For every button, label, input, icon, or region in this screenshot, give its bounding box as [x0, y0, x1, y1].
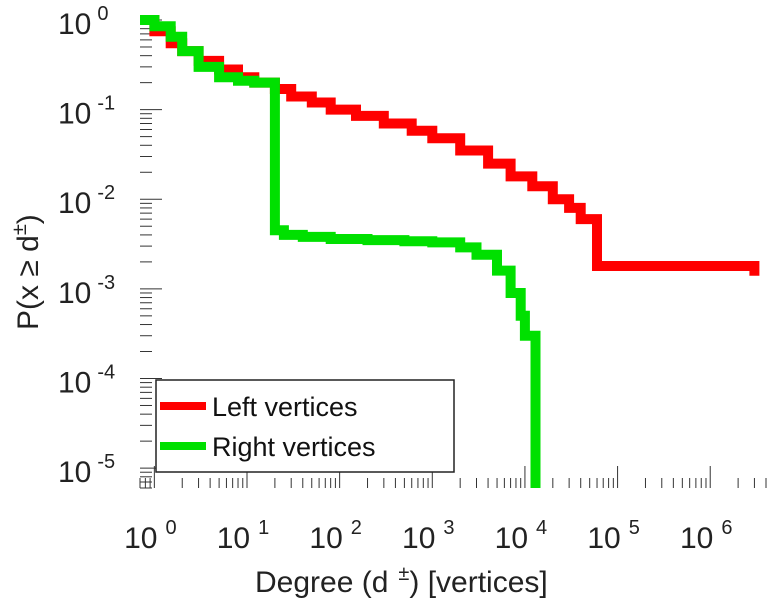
y-axis-title-main: P(x ≥ d: [12, 235, 45, 330]
y-tick-label-exp: -1: [97, 93, 115, 115]
y-tick-label-base: 10: [58, 456, 91, 489]
y-tick-label-exp: -4: [97, 361, 115, 383]
x-axis-title-tail: ) [vertices]: [409, 566, 547, 599]
y-axis-title-sup: ±: [9, 224, 31, 235]
x-tick-label-exp: 2: [351, 517, 362, 539]
x-tick-label: 10 0: [124, 517, 177, 555]
y-tick-label: 10 -2: [58, 182, 115, 220]
y-tick-label-base: 10: [58, 277, 91, 310]
y-tick-label-base: 10: [58, 8, 91, 41]
x-tick-label-exp: 6: [721, 517, 732, 539]
y-tick-label-base: 10: [58, 187, 91, 220]
x-tick-label-exp: 0: [165, 517, 176, 539]
y-axis-title: P(x ≥ d±): [9, 214, 45, 330]
x-tick-label-exp: 3: [443, 517, 454, 539]
y-tick-label-exp: 0: [97, 3, 108, 25]
x-tick-label: 10 4: [495, 517, 548, 555]
x-tick-label: 10 2: [309, 517, 362, 555]
y-tick-label-exp: -3: [97, 272, 115, 294]
x-tick-label: 10 3: [402, 517, 455, 555]
x-tick-label-base: 10: [680, 522, 713, 555]
minor-ticks: [139, 23, 767, 489]
legend-label-right-vertices: Right vertices: [212, 432, 376, 462]
y-axis-title-tail: ): [12, 214, 45, 224]
y-tick-labels: 10 0 10 -1 10 -2 10 -3 10 -4 10 -5: [58, 3, 115, 489]
x-axis-title-main: Degree (d: [255, 566, 388, 599]
x-tick-label-exp: 5: [629, 517, 640, 539]
x-axis-title: Degree (d ±) [vertices]: [255, 563, 548, 599]
y-tick-label-base: 10: [58, 366, 91, 399]
x-tick-label-base: 10: [587, 522, 620, 555]
legend-label-left-vertices: Left vertices: [212, 392, 358, 422]
legend: Left vertices Right vertices: [155, 379, 455, 473]
x-tick-label: 10 1: [217, 517, 269, 555]
x-tick-label-exp: 4: [536, 517, 547, 539]
x-tick-label-base: 10: [495, 522, 528, 555]
series-line-right-vertices: [140, 15, 541, 488]
legend-box: [155, 379, 455, 473]
y-tick-label: 10 -3: [58, 272, 115, 310]
y-tick-label: 10 -5: [58, 451, 115, 489]
y-tick-label-exp: -5: [97, 451, 115, 473]
y-tick-label: 10 -1: [58, 93, 115, 131]
x-tick-label-base: 10: [402, 522, 435, 555]
series-layer: [140, 15, 760, 488]
x-tick-label: 10 6: [680, 517, 733, 555]
x-tick-label-base: 10: [309, 522, 342, 555]
x-tick-label: 10 5: [587, 517, 640, 555]
y-tick-label: 10 0: [58, 3, 109, 41]
y-tick-label-base: 10: [58, 98, 91, 131]
y-tick-label: 10 -4: [58, 361, 115, 399]
series-line-left-vertices: [140, 15, 760, 276]
x-tick-label-base: 10: [124, 522, 157, 555]
x-axis-title-sup: ±: [398, 563, 409, 585]
x-tick-label-exp: 1: [258, 517, 269, 539]
x-tick-label-base: 10: [217, 522, 250, 555]
x-tick-labels: 10 0 10 1 10 2 10 3 10 4 10 5 10 6: [124, 517, 732, 555]
y-tick-label-exp: -2: [97, 182, 115, 204]
